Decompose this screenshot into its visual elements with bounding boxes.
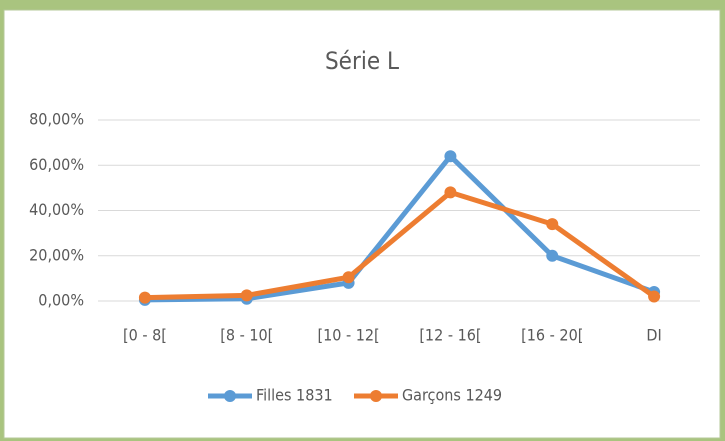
legend-marker: [370, 390, 382, 402]
data-point: [240, 289, 253, 302]
legend-label: Filles 1831: [256, 386, 333, 405]
data-point: [546, 249, 559, 262]
y-tick-label: 80,00%: [29, 110, 84, 129]
legend-marker: [224, 390, 236, 402]
data-point: [444, 186, 457, 199]
legend-label: Garçons 1249: [402, 386, 502, 405]
data-point: [546, 218, 559, 231]
x-tick-label: [10 - 12[: [317, 326, 379, 345]
data-point: [648, 290, 661, 303]
x-tick-label: DI: [646, 326, 661, 345]
series-line: [144, 189, 656, 301]
data-point: [138, 291, 151, 304]
data-point: [342, 271, 355, 284]
y-tick-label: 60,00%: [29, 155, 84, 174]
y-tick-label: 0,00%: [38, 291, 84, 310]
y-tick-label: 40,00%: [29, 200, 84, 219]
y-tick-label: 20,00%: [29, 245, 84, 264]
chart-panel: [3, 9, 721, 439]
x-tick-label: [8 - 10[: [220, 326, 273, 345]
x-tick-label: [0 - 8[: [123, 326, 167, 345]
chart-title: Série L: [325, 47, 399, 75]
x-tick-label: [12 - 16[: [419, 326, 481, 345]
data-point: [444, 150, 457, 163]
x-tick-label: [16 - 20[: [521, 326, 583, 345]
series-line: [144, 153, 655, 303]
